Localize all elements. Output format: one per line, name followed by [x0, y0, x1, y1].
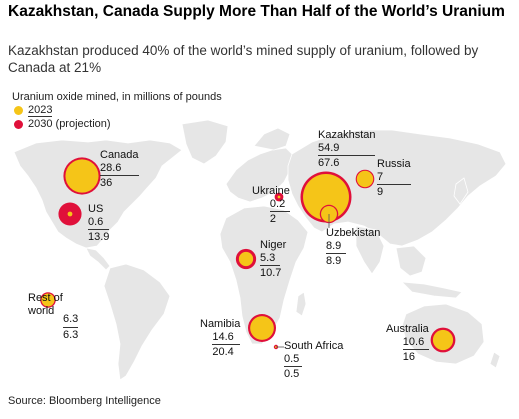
land-central-america — [85, 247, 111, 271]
land-new-zealand — [489, 351, 501, 369]
bubble-2023-canada — [65, 159, 99, 193]
value-2030-ukraine: 2 — [269, 213, 277, 225]
bubble-2023-namibia — [250, 316, 274, 340]
chart-title: Kazakhstan, Canada Supply More Than Half… — [8, 3, 505, 20]
value-2030-kazakhstan: 67.6 — [318, 157, 340, 169]
bubble-layer — [40, 157, 456, 353]
country-name-ukraine: Ukraine — [252, 185, 290, 197]
leader-lines — [276, 214, 330, 348]
value-2023-ukraine: 0.2 — [269, 198, 290, 212]
country-label-south-africa: South Africa 0.5 0.5 — [284, 340, 343, 381]
bubble-2023-kazakhstan — [303, 174, 349, 220]
value-2030-niger: 10.7 — [260, 267, 282, 279]
land-india — [355, 225, 385, 275]
value-2030-uzbekistan: 8.9 — [326, 255, 342, 267]
country-label-rest-of-world: Rest of world — [28, 292, 88, 317]
country-label-kazakhstan: Kazakhstan 54.9 67.6 — [318, 129, 376, 170]
country-name-canada: Canada — [100, 149, 139, 161]
value-2023-canada: 28.6 — [100, 162, 139, 176]
land-asia — [287, 129, 507, 247]
land-masses — [13, 119, 507, 381]
country-label-uzbekistan: Uzbekistan 8.9 8.9 — [326, 227, 380, 268]
land-north-america — [13, 139, 183, 249]
legend-swatch-2023 — [14, 106, 23, 115]
bubble-2023-russia — [356, 170, 374, 188]
source-note: Source: Bloomberg Intelligence — [8, 395, 161, 407]
country-label-canada: Canada 28.6 36 — [100, 149, 139, 190]
value-2023-niger: 5.3 — [260, 252, 280, 266]
value-2030-rest-of-world: 6.3 — [63, 328, 79, 341]
value-2030-us: 13.9 — [88, 231, 110, 243]
value-2030-south-africa: 0.5 — [284, 368, 300, 380]
value-2023-uzbekistan: 8.9 — [326, 240, 346, 254]
land-africa — [219, 205, 309, 345]
value-2023-kazakhstan: 54.9 — [318, 142, 376, 156]
bubble-2023-niger — [238, 251, 254, 267]
value-2023-australia: 10.6 — [402, 336, 429, 350]
legend-item-2030: 2030 (projection) — [14, 118, 111, 130]
legend-heading: Uranium oxide mined, in millions of poun… — [12, 91, 222, 103]
land-japan — [453, 177, 469, 205]
land-indonesia — [400, 281, 463, 299]
country-label-us: US 0.6 13.9 — [88, 203, 110, 244]
bubble-2023-australia — [432, 329, 454, 351]
country-name-rest-of-world: Rest of world — [28, 292, 63, 317]
value-2023-namibia: 14.6 — [212, 331, 241, 345]
country-name-namibia: Namibia — [200, 318, 241, 330]
value-2030-australia: 16 — [402, 351, 416, 363]
legend-swatch-2030 — [14, 119, 23, 129]
land-south-america — [103, 263, 171, 381]
country-label-namibia: Namibia 14.6 20.4 — [200, 318, 241, 359]
country-label-ukraine: Ukraine 0.2 2 — [252, 185, 290, 226]
country-name-south-africa: South Africa — [284, 340, 344, 352]
legend-label-2030: 2030 (projection) — [28, 118, 111, 130]
land-scandinavia — [253, 127, 291, 151]
country-label-australia: Australia 10.6 16 — [386, 323, 429, 364]
value-2030-russia: 9 — [377, 186, 384, 198]
bubble-2023-rest-of-world — [41, 293, 55, 307]
bubble-2023-ukraine — [277, 195, 281, 199]
value-2030-canada: 36 — [100, 177, 113, 189]
country-name-kazakhstan: Kazakhstan — [318, 129, 376, 141]
country-label-russia: Russia 7 9 — [377, 158, 411, 199]
value-2023-rest-of-world: 6.3 — [63, 313, 79, 328]
country-name-australia: Australia — [386, 323, 429, 335]
value-2030-namibia: 20.4 — [212, 346, 234, 358]
country-name-niger: Niger — [260, 239, 287, 251]
value-2023-south-africa: 0.5 — [284, 353, 302, 367]
legend-label-2023: 2023 — [28, 104, 53, 117]
land-madagascar — [295, 291, 307, 317]
values-rest-of-world: 6.3 6.3 — [63, 313, 79, 341]
country-name-russia: Russia — [377, 158, 411, 170]
value-2023-russia: 7 — [377, 171, 411, 185]
value-2023-us: 0.6 — [88, 216, 110, 230]
chart-subtitle: Kazakhstan produced 40% of the world’s m… — [8, 43, 479, 75]
land-greenland — [181, 119, 229, 165]
country-label-niger: Niger 5.3 10.7 — [260, 239, 286, 280]
land-southeast-asia — [395, 245, 427, 277]
country-name-uzbekistan: Uzbekistan — [326, 227, 381, 239]
country-name-us: US — [88, 203, 104, 215]
legend-item-2023: 2023 — [14, 104, 53, 117]
bubble-2023-us — [67, 211, 73, 217]
